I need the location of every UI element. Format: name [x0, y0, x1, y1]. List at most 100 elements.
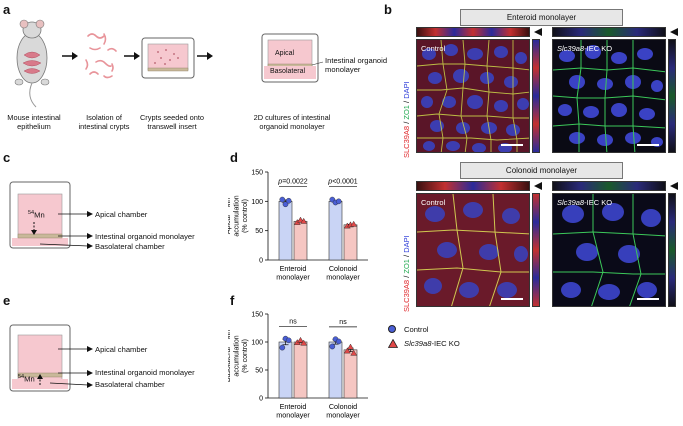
legend-ko-label: Slc39a8-IEC KO [404, 338, 460, 348]
workflow-arrow [62, 52, 213, 60]
data-point [279, 344, 286, 351]
data-point [347, 343, 354, 350]
workflow-diagram [14, 19, 324, 108]
colonoid-ko-image: Slc39a8-IEC KO [552, 193, 666, 307]
data-point [297, 336, 304, 343]
significance-label: ns [339, 319, 347, 326]
bar [343, 224, 358, 261]
ko-label: Slc39a8-IEC KO [557, 44, 613, 53]
panel-label-c: c [3, 150, 11, 165]
chart-f: 0 50 100 150 Basolateral 54Mnaccumulation(% … [228, 312, 368, 420]
triangle-marker-icon [670, 182, 678, 190]
isotope-label: 54Mn [18, 374, 35, 384]
mouse-illustration [14, 19, 50, 108]
z-stack-strip [668, 193, 676, 307]
category-label: Enteroid monolayer [276, 402, 310, 420]
y-axis-label: Apical 54Mnaccumulation(% control) [228, 195, 249, 236]
data-point [350, 220, 358, 227]
data-point [285, 337, 292, 344]
bar [328, 201, 343, 261]
monolayer-label: Intestinal organoid monolayer [95, 232, 195, 241]
transwell-illustration [141, 37, 195, 79]
control-label: Control [421, 44, 446, 53]
cell-pattern [553, 194, 665, 306]
data-point [282, 201, 289, 208]
monolayer-callout: Intestinal organoid monolayer [325, 56, 388, 74]
scale-bar [637, 144, 659, 146]
scale-bar [501, 144, 523, 146]
apical-chamber-label: Apical chamber [95, 345, 148, 354]
y-tick-label: 150 [251, 170, 263, 177]
legend-item-ko: Slc39a8-IEC KO [388, 337, 460, 349]
cell-pattern [417, 40, 529, 152]
monolayer-label: Intestinal organoid monolayer [95, 368, 195, 377]
data-point [285, 197, 292, 204]
cell-pattern [417, 194, 529, 306]
scale-bar [637, 298, 659, 300]
panel-label-e: e [3, 293, 11, 308]
enteroid-ko-image: Slc39a8-IEC KO [552, 39, 666, 153]
data-point [335, 198, 342, 205]
significance-label: p<0.0001 [327, 179, 358, 186]
data-point [329, 343, 336, 350]
chart-d: 0 50 100 150 Apical 54Mnaccumulation(% contr… [228, 170, 368, 282]
y-tick-label: 0 [259, 396, 263, 403]
panel-label-f: f [230, 293, 235, 308]
z-stack-strip [552, 181, 666, 191]
scale-bar [501, 298, 523, 300]
basolateral-chamber-label: Basolateral chamber [95, 380, 165, 389]
panel-label-d: d [230, 150, 238, 165]
cell-pattern [553, 40, 665, 152]
y-tick-label: 50 [255, 228, 263, 235]
z-stack-strip [416, 181, 530, 191]
step-2-caption: Isolation of intestinal crypts [78, 113, 130, 131]
significance-label: ns [289, 318, 297, 325]
triangle-marker-icon [670, 28, 678, 36]
data-point [335, 338, 342, 345]
stain-label-enteroid: SLC39A8 / ZO1 / DAPI [402, 81, 411, 158]
crypts-illustration [85, 33, 117, 79]
z-stack-strip [532, 193, 540, 307]
y-tick-label: 0 [259, 258, 263, 265]
y-tick-label: 50 [255, 368, 263, 375]
triangle-marker-icon [388, 338, 398, 348]
data-point [343, 347, 351, 354]
z-stack-strip [668, 39, 676, 153]
y-tick-label: 100 [251, 199, 263, 206]
data-point [300, 339, 308, 346]
apical-chamber-label: Apical chamber [95, 210, 148, 219]
stain-label-colonoid: SLC39A8 / ZO1 / DAPI [402, 235, 411, 312]
apical-label: Apical [275, 50, 295, 57]
bar [278, 341, 293, 399]
monolayer-well-illustration [261, 33, 324, 83]
bar [328, 341, 343, 399]
y-tick-label: 100 [251, 340, 263, 347]
step-3-caption: Crypts seeded onto transwell insert [139, 113, 205, 131]
basolateral-uptake-schematic [9, 324, 93, 392]
panel-label-a: a [3, 2, 11, 17]
colonoid-control-image: Control [416, 193, 530, 307]
control-label: Control [421, 198, 446, 207]
enteroid-monolayer-header: Enteroid monolayer [460, 9, 623, 26]
bar [278, 201, 293, 261]
enteroid-control-image: Control [416, 39, 530, 153]
category-label: Colonoid monolayer [326, 402, 360, 420]
bar [343, 349, 358, 399]
data-point [300, 217, 308, 224]
y-axis-label: Basolateral 54Mnaccumulation(% control) [228, 330, 249, 382]
circle-marker-icon [388, 325, 396, 333]
z-stack-strip [552, 27, 666, 37]
triangle-marker-icon [534, 28, 542, 36]
z-stack-strip [416, 27, 530, 37]
category-label: Enteroid monolayer [276, 264, 310, 282]
data-point [279, 196, 286, 203]
step-4-caption: 2D cultures of intestinal organoid monola… [253, 113, 331, 131]
bar [293, 220, 308, 261]
colonoid-monolayer-header: Colonoid monolayer [460, 162, 623, 179]
significance-label: p=0.0022 [277, 179, 308, 186]
basolateral-chamber-label: Basolateral chamber [95, 242, 165, 251]
legend: Control Slc39a8-IEC KO [388, 323, 460, 349]
category-label: Colonoid monolayer [326, 264, 360, 282]
basolateral-label: Basolateral [270, 68, 306, 75]
legend-item-control: Control [388, 323, 460, 335]
